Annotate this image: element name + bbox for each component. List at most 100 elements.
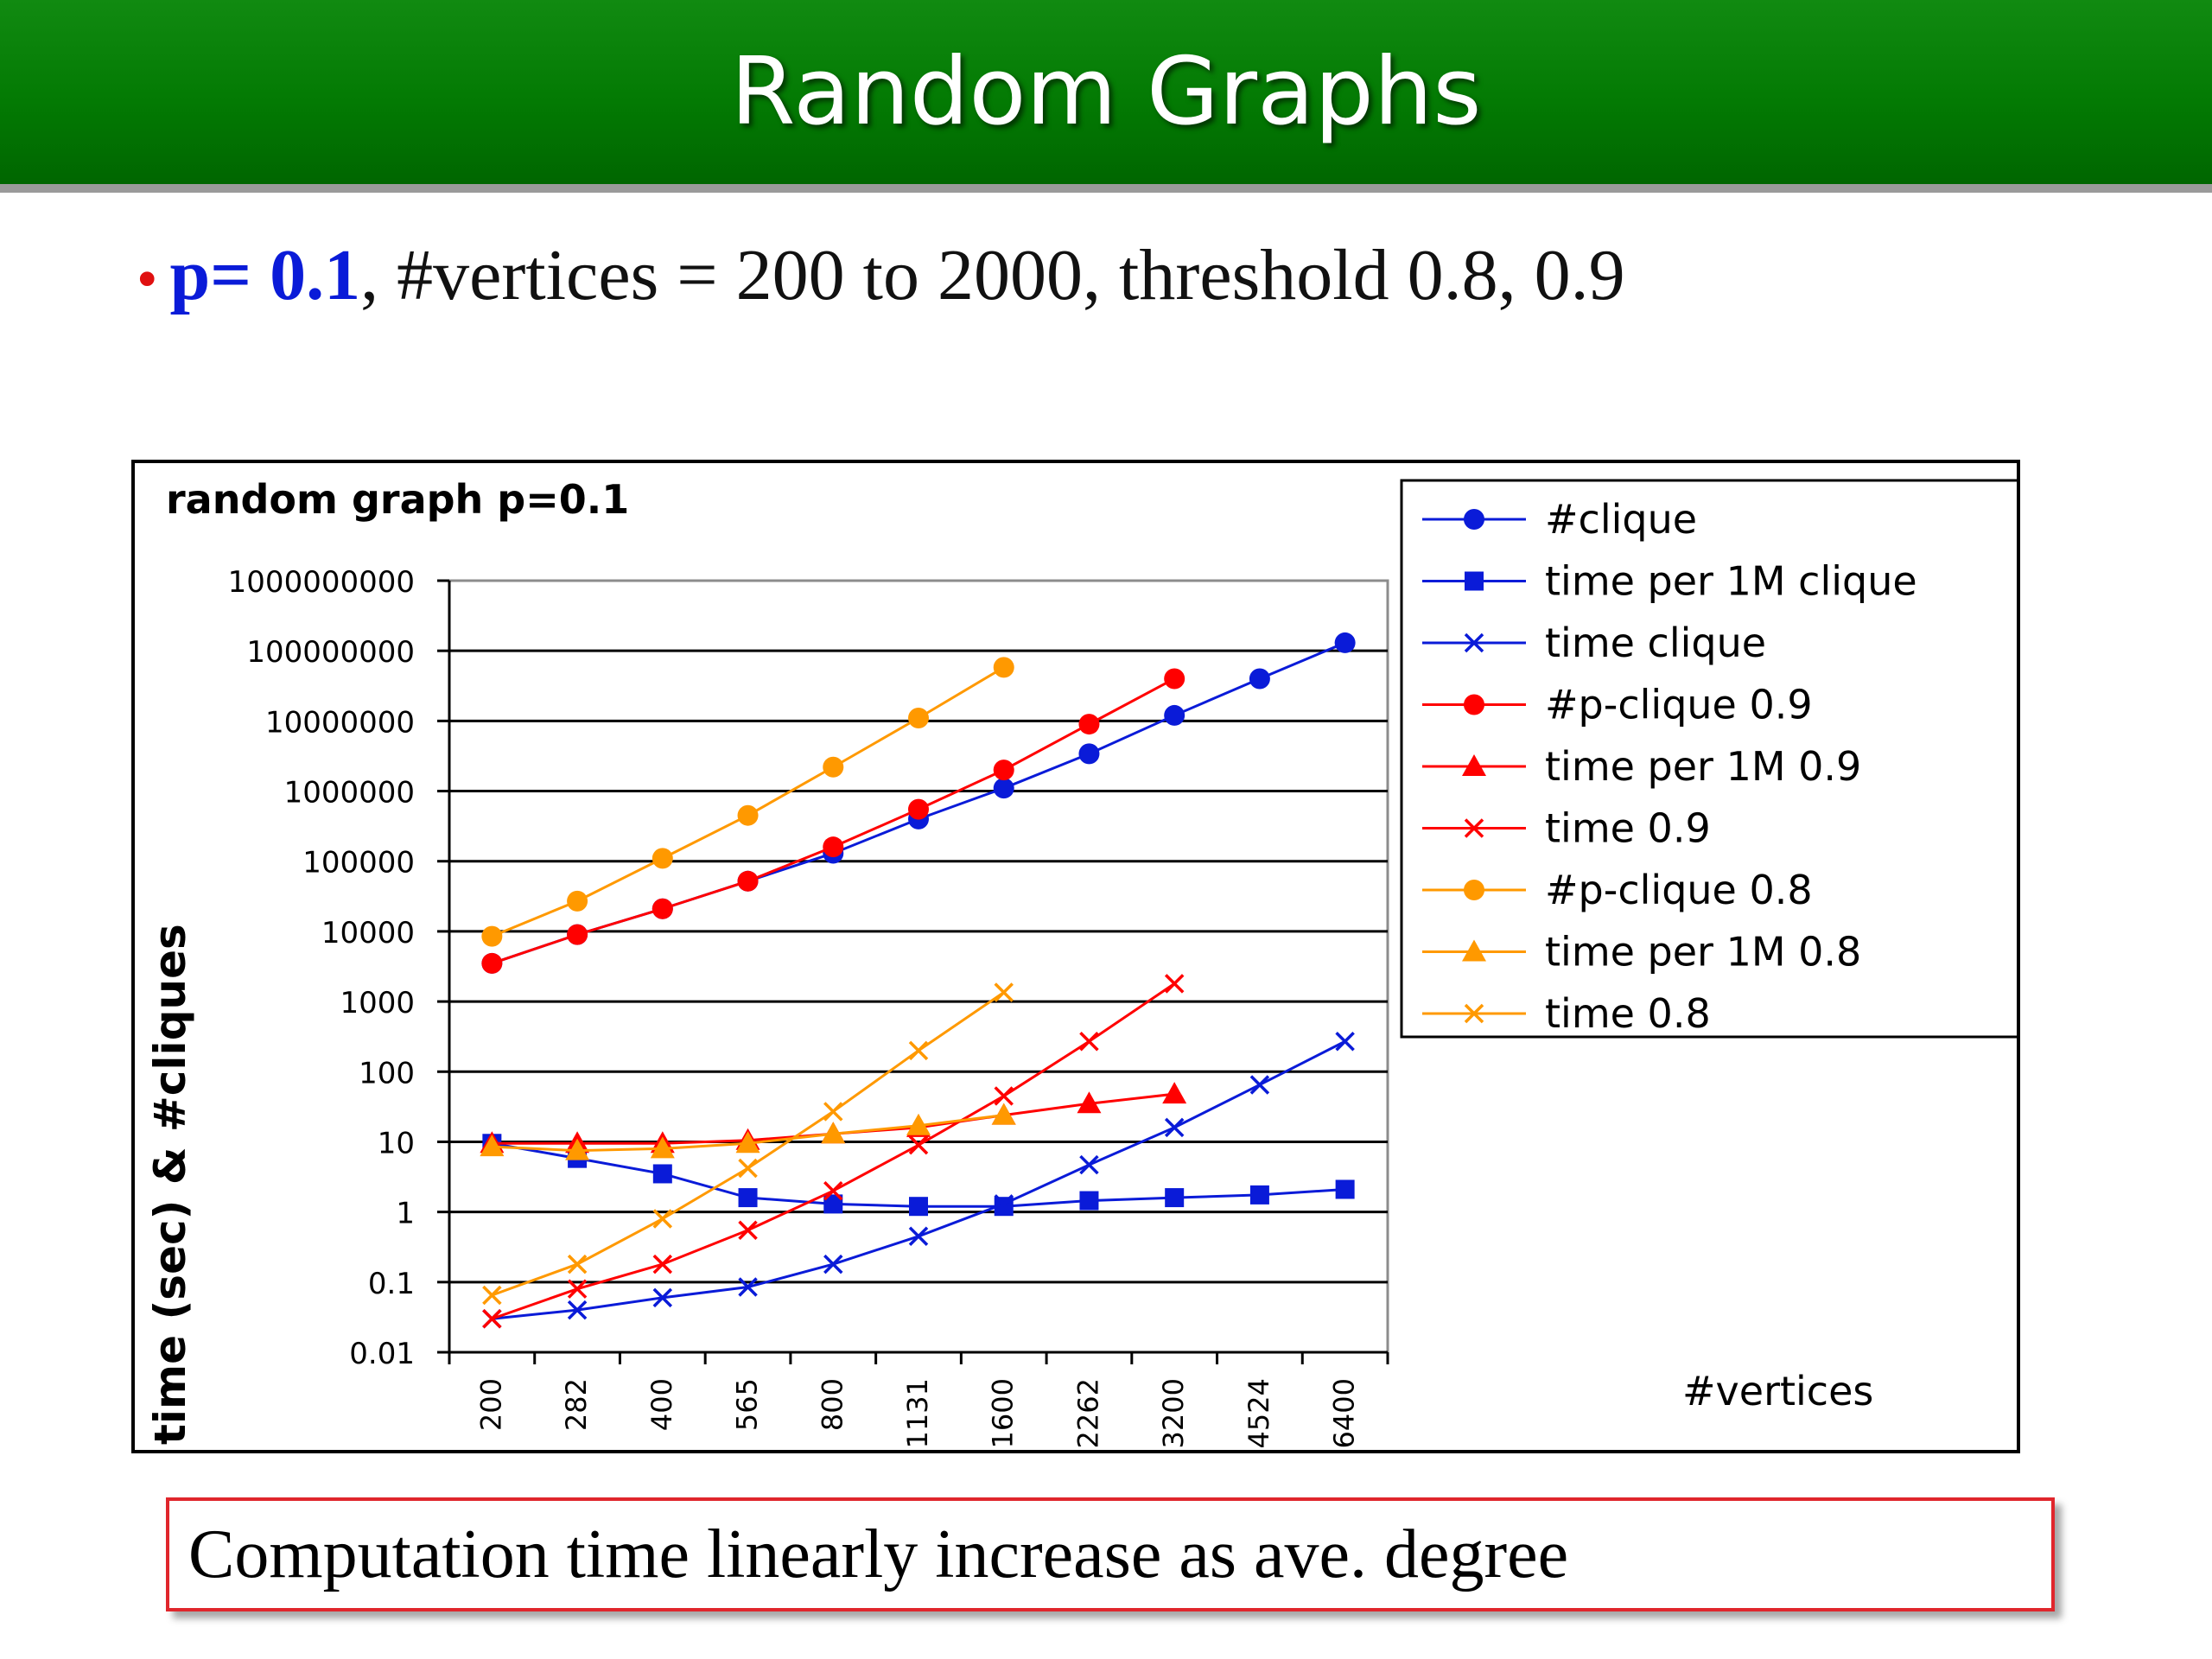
data-point [1164,974,1185,994]
bullet-rest-text: , #vertices = 200 to 2000, threshold 0.8… [360,235,1625,315]
legend-marker [1464,880,1484,900]
x-tick-label: 282 [560,1378,593,1431]
data-point [567,924,588,945]
legend-item: #p-clique 0.9 [1422,682,1813,728]
data-point [738,1158,758,1179]
legend-marker [1464,1003,1484,1024]
y-tick-label: 1000000000 [228,565,415,600]
data-point [1249,1185,1269,1205]
data-point [994,1194,1014,1214]
bullet-line: • p= 0.1, #vertices = 200 to 2000, thresh… [137,233,1625,317]
x-tick-label: 2262 [1071,1378,1104,1448]
data-point [993,778,1014,799]
data-point [823,756,844,778]
legend-item: time 0.8 [1422,990,1711,1037]
data-point [908,1226,929,1247]
data-point [823,1102,843,1122]
data-point [823,1254,843,1274]
legend-marker [1464,632,1484,653]
x-tick-label: 1131 [901,1378,934,1448]
bullet-dot-icon: • [137,246,158,313]
data-point [823,1194,843,1214]
y-tick-label: 100 [359,1056,415,1090]
series-p-clique-0.9 [481,668,1185,974]
chart-title: random graph p=0.1 [166,476,629,523]
legend-marker [1462,754,1486,776]
y-tick-label: 0.1 [368,1267,415,1301]
legend-marker [1464,509,1484,530]
data-point [738,1277,758,1297]
data-point [1164,668,1185,690]
y-tick-label: 100000 [302,846,415,880]
data-point [737,870,759,892]
data-point [821,1122,846,1144]
data-point [482,1285,502,1306]
data-point [1334,632,1356,653]
data-point [1249,1075,1270,1095]
legend-label: time clique [1545,620,1766,666]
data-point [481,925,503,947]
series-time-0.8 [482,982,1014,1306]
data-point [991,1103,1016,1125]
note-box: Computation time linearly increase as av… [166,1497,2055,1611]
data-point [1079,1032,1099,1052]
x-tick-label: 1600 [987,1378,1020,1448]
data-point [1079,1154,1099,1175]
x-tick-label: 6400 [1328,1378,1361,1448]
bullet-key-text: p= 0.1 [169,235,361,315]
y-tick-label: 0.01 [349,1337,415,1371]
legend-label: time per 1M 0.8 [1545,929,1861,976]
y-tick-label: 1 [396,1197,415,1231]
data-point [565,1138,590,1160]
y-tick-label: 10000000 [265,705,415,740]
data-point [908,798,929,820]
data-point [482,1309,502,1329]
chart-frame: random graph p=0.1 0.01 0.1 1 10 100 1000 10000… [131,460,2020,1453]
chart: random graph p=0.1 0.01 0.1 1 10 100 1000 10000… [145,476,2017,1448]
data-point [1078,714,1100,735]
legend-item: time clique [1422,620,1766,666]
slide-title: Random Graphs [730,38,1482,146]
data-point [735,1131,760,1154]
legend-marker [1464,694,1484,715]
series-time-per-1m-0.8 [480,1103,1016,1160]
data-point [1335,1032,1355,1052]
y-tick-label: 1000000 [284,776,415,810]
data-point [567,1279,588,1299]
data-point [1335,1179,1355,1199]
legend-item: time per 1M 0.9 [1422,743,1861,790]
series-p-clique-0.8 [481,657,1014,947]
data-point [908,1135,929,1155]
x-axis-label: #vertices [1682,1368,1873,1414]
data-point [994,982,1014,1002]
data-point [1249,668,1270,690]
data-point [994,1086,1014,1106]
data-point [1078,743,1100,765]
x-tick-label: 3200 [1157,1378,1190,1448]
data-point [738,1188,758,1208]
y-tick-label: 100000000 [246,635,415,670]
data-point [652,1254,673,1274]
data-point [567,1254,588,1274]
legend-box [1400,479,2017,1039]
data-point [1165,1188,1185,1208]
data-point [906,1113,931,1135]
data-point [652,898,673,919]
data-point [1077,1091,1102,1114]
legend: #clique time per 1M clique time clique #p-c… [1400,479,2017,1039]
y-tick-label: 10 [378,1126,415,1160]
data-point [650,1136,675,1159]
data-point [652,1164,672,1184]
legend-item: #clique [1422,496,1697,543]
data-point [567,890,588,912]
x-tick-label: 400 [645,1378,678,1431]
y-axis-label: time (sec) & #cliques [145,924,195,1445]
legend-label: time 0.9 [1545,805,1711,852]
x-tick-label: 800 [816,1378,849,1431]
data-point [823,1180,843,1201]
data-point [1164,1117,1185,1138]
data-point [480,1135,505,1157]
data-point [909,1197,928,1217]
data-point [908,708,929,729]
data-point [1162,1082,1187,1104]
